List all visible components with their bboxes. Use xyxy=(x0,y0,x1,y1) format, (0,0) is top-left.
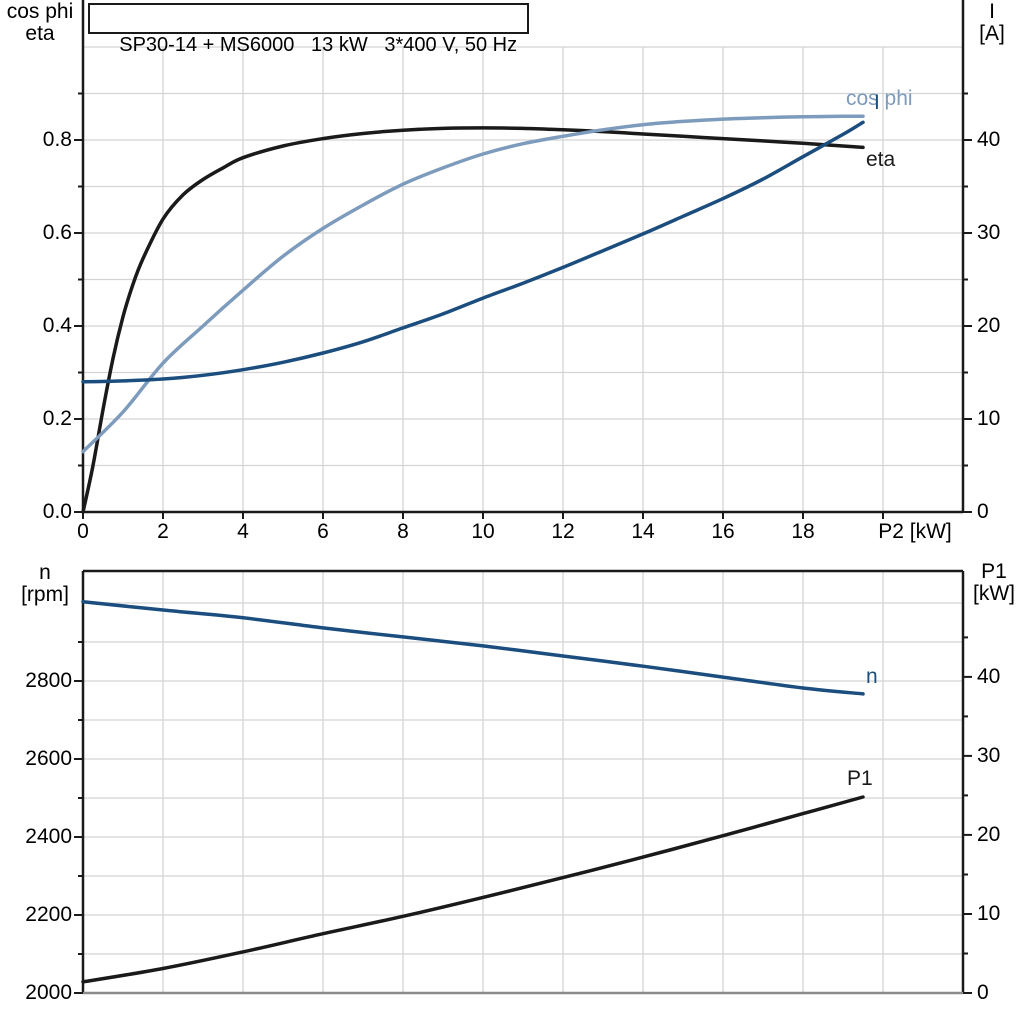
bottom-left-axis-title-line2: [rpm] xyxy=(21,583,69,606)
top-right-axis-title-line2: [A] xyxy=(979,22,1005,45)
top-x-axis-tick-label: 14 xyxy=(631,520,655,543)
top-right-axis-title-line1: I xyxy=(989,0,995,23)
top-x-axis-tick-label: 2 xyxy=(157,520,169,543)
bottom-left-axis-tick-label: 2400 xyxy=(25,825,72,848)
bottom-curve-p1 xyxy=(81,795,865,984)
top-left-axis-tick-label: 0.4 xyxy=(42,314,72,337)
top-left-axis-tick-label: 0.8 xyxy=(42,128,72,151)
bottom-curve-n xyxy=(81,600,865,696)
top-left-axis-title-line1: cos phi xyxy=(6,0,74,23)
top-left-axis-tick-label: 0.2 xyxy=(42,407,72,430)
top-right-axis-tick-label: 10 xyxy=(977,407,1001,430)
bottom-left-axis-tick-label: 2200 xyxy=(25,903,72,926)
bottom-right-axis-tick-label: 0 xyxy=(977,981,989,1004)
bottom-left-axis-tick-label: 2800 xyxy=(25,669,72,692)
bottom-right-axis-tick-label: 10 xyxy=(977,902,1001,925)
bottom-right-axis-tick-label: 20 xyxy=(977,822,1001,846)
top-right-axis-tick-label: 0 xyxy=(977,500,989,523)
top-right-axis-tick-label: 30 xyxy=(977,221,1001,244)
top-left-axis-tick-label: 0.0 xyxy=(42,500,72,523)
top-curve-i xyxy=(81,120,865,384)
bottom-right-axis-title: P1 [kW] xyxy=(966,561,1022,605)
top-left-axis-tick-label: 0.6 xyxy=(42,221,72,244)
top-curve-eta xyxy=(81,126,865,514)
top-x-axis-tick-label: 12 xyxy=(551,520,575,543)
top-left-axis-title: cos phi eta xyxy=(2,1,78,45)
curve-label-p1: P1 xyxy=(847,767,873,790)
bottom-right-axis-tick-label: 30 xyxy=(977,743,1001,767)
top-x-axis-tick-label: 18 xyxy=(791,520,815,543)
bottom-left-axis-title: n [rpm] xyxy=(12,562,78,606)
bottom-right-axis-title-line1: P1 xyxy=(981,560,1007,583)
top-x-axis-tick-label: 8 xyxy=(397,520,409,543)
top-right-axis-tick-label: 40 xyxy=(977,128,1001,151)
curve-label-current: I xyxy=(874,91,880,114)
curve-label-cos-phi: cos phi xyxy=(846,87,913,110)
top-left-axis-title-line2: eta xyxy=(25,22,55,45)
bottom-right-axis-tick-label: 40 xyxy=(977,664,1001,688)
curve-label-n: n xyxy=(866,665,878,688)
chart-title: SP30-14 + MS6000 13 kW 3*400 V, 50 Hz xyxy=(119,34,518,56)
top-right-axis-title: I [A] xyxy=(963,1,1021,45)
chart-title-box: SP30-14 + MS6000 13 kW 3*400 V, 50 Hz xyxy=(88,3,529,56)
top-x-axis-tick-label: 16 xyxy=(711,520,735,543)
bottom-right-axis-title-line2: [kW] xyxy=(973,582,1015,605)
x-axis-label: P2 [kW] xyxy=(878,520,952,543)
top-x-axis-tick-label: 4 xyxy=(237,520,249,543)
bottom-left-axis-tick-label: 2600 xyxy=(25,747,72,770)
top-curve-cos-phi xyxy=(81,114,865,454)
curve-label-eta: eta xyxy=(866,148,896,171)
top-right-axis-tick-label: 20 xyxy=(977,314,1001,337)
top-x-axis-tick-label: 0 xyxy=(77,520,89,543)
bottom-left-axis-title-line1: n xyxy=(39,561,51,584)
bottom-left-axis-tick-label: 2000 xyxy=(25,981,72,1004)
top-x-axis-tick-label: 6 xyxy=(317,520,329,543)
top-x-axis-tick-label: 10 xyxy=(471,520,495,543)
